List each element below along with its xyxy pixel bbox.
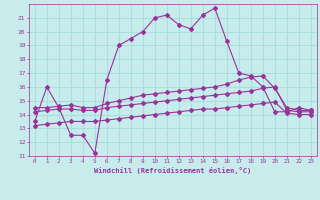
X-axis label: Windchill (Refroidissement éolien,°C): Windchill (Refroidissement éolien,°C) (94, 167, 252, 174)
